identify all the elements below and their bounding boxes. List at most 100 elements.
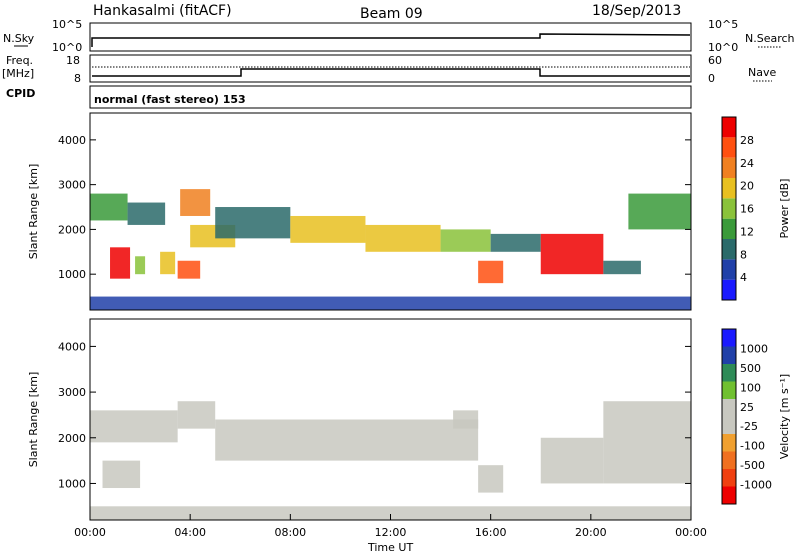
time-axis: 00:00 04:00 08:00 12:00 16:00 20:00 00:00: [74, 514, 707, 539]
scatter-region: [110, 247, 131, 279]
scatter-region: [177, 260, 201, 279]
nsky-label: N.Sky: [3, 32, 35, 45]
scatter-region: [290, 215, 366, 243]
scatter-region: [177, 401, 216, 429]
y-tick-label: 3000: [58, 179, 86, 192]
colorbar-swatch: [722, 364, 736, 382]
freq-trace: [92, 68, 690, 77]
x-tick-label: 20:00: [575, 526, 607, 539]
colorbar-swatch: [722, 329, 736, 347]
scatter-region: [215, 207, 291, 239]
noise-axis-bottom-right: 10^0: [708, 41, 738, 54]
colorbar-tick-label: -100: [740, 440, 765, 453]
colorbar-swatch: [722, 157, 736, 178]
noise-axis-top-right: 10^5: [708, 18, 738, 31]
x-tick-label: 08:00: [274, 526, 306, 539]
beam-label: Beam 09: [360, 6, 423, 22]
scatter-region: [127, 202, 166, 225]
freq-label: Freq.: [6, 54, 33, 67]
freq-unit-label: [MHz]: [2, 67, 34, 80]
scatter-region: [160, 251, 176, 275]
y-tick-label: 2000: [58, 223, 86, 236]
y-tick-label: 1000: [58, 477, 86, 490]
nave-label: Nave: [748, 66, 776, 79]
scatter-region: [365, 224, 441, 252]
scatter-region: [540, 437, 604, 484]
colorbar-frame: [721, 328, 737, 505]
x-tick-label: 00:00: [74, 526, 106, 539]
colorbar-tick-label: 24: [740, 157, 754, 170]
x-tick-label: 16:00: [475, 526, 507, 539]
scatter-region: [102, 460, 141, 489]
colorbar-swatch: [722, 259, 736, 280]
colorbar-tick-label: 25: [740, 401, 754, 414]
power-panel: 1000 2000 3000 4000 Slant Range [km] 28 24 20 16…: [27, 112, 791, 311]
freq-axis-right-bottom: 0: [708, 72, 715, 85]
colorbar-swatch: [722, 239, 736, 260]
y-tick-label: 3000: [58, 386, 86, 399]
station-title: Hankasalmi (fitACF): [93, 3, 232, 19]
scatter-region: [603, 401, 691, 484]
colorbar-label: Power [dB]: [778, 179, 791, 239]
colorbar-tick-label: 28: [740, 134, 754, 147]
panel-frame: [89, 112, 692, 311]
x-tick-label: 12:00: [375, 526, 407, 539]
cpid-text: normal (fast stereo) 153: [94, 93, 246, 106]
y-tick-label: 4000: [58, 134, 86, 147]
colorbar-swatch: [722, 198, 736, 219]
colorbar-swatch: [722, 137, 736, 158]
scatter-region: [490, 233, 541, 252]
colorbar-swatch: [722, 451, 736, 469]
scatter-region: [180, 189, 211, 216]
colorbar-tick-label: -500: [740, 459, 765, 472]
y-axis-label: Slant Range [km]: [27, 164, 40, 260]
x-tick-label: 04:00: [174, 526, 206, 539]
colorbar-tick-label: 1000: [740, 342, 768, 355]
time-axis-label: Time UT: [367, 541, 413, 554]
scatter-region: [478, 465, 504, 493]
x-tick-label: 00:00: [675, 526, 707, 539]
nsearch-label: N.Search: [745, 32, 795, 45]
colorbar-frame: [721, 116, 737, 301]
y-axis-label: Slant Range [km]: [27, 372, 40, 468]
cpid-label: CPID: [6, 87, 35, 100]
scatter-region: [215, 419, 479, 461]
scatter-region: [135, 256, 146, 275]
noise-axis-bottom: 10^0: [52, 41, 82, 54]
colorbar-swatch: [722, 416, 736, 434]
scatter-region: [90, 193, 128, 221]
scatter-region: [540, 233, 604, 275]
scatter-region: [453, 410, 479, 429]
colorbar-swatch: [722, 117, 736, 138]
colorbar-swatch: [722, 218, 736, 239]
scatter-region: [90, 506, 691, 520]
nsky-trace: [91, 33, 691, 47]
scatter-region: [440, 229, 491, 252]
colorbar-swatch: [722, 178, 736, 199]
colorbar-swatch: [722, 381, 736, 399]
colorbar-tick-label: 12: [740, 225, 754, 238]
scatter-region: [628, 193, 691, 230]
y-tick-label: 1000: [58, 268, 86, 281]
scatter-region: [603, 260, 641, 275]
scatter-region: [478, 260, 504, 284]
colorbar-tick-label: -1000: [740, 479, 772, 492]
freq-axis-left-bottom: 8: [74, 72, 81, 85]
scatter-region: [90, 410, 178, 443]
noise-axis-top: 10^5: [52, 18, 82, 31]
colorbar-tick-label: 100: [740, 381, 761, 394]
colorbar-swatch: [722, 399, 736, 417]
velocity-panel: 1000 2000 3000 4000 Slant Range [km] 1000 500 1…: [27, 318, 791, 521]
colorbar-label: Velocity [m s⁻¹]: [778, 374, 791, 459]
colorbar-tick-label: 20: [740, 180, 754, 193]
colorbar-swatch: [722, 486, 736, 504]
colorbar-tick-label: 16: [740, 203, 754, 216]
colorbar-tick-label: 4: [740, 271, 747, 284]
colorbar-swatch: [722, 279, 736, 300]
cpid-panel: [89, 85, 692, 109]
colorbar-tick-label: -25: [740, 420, 758, 433]
noise-panel: [89, 22, 692, 52]
colorbar-tick-label: 500: [740, 362, 761, 375]
freq-axis-right-top: 60: [708, 54, 722, 67]
